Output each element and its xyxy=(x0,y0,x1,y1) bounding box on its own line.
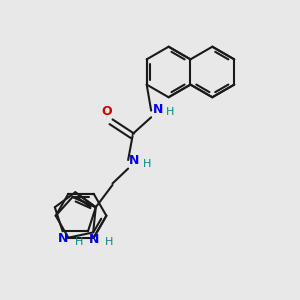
Text: H: H xyxy=(166,107,174,118)
Text: O: O xyxy=(101,105,112,118)
Text: N: N xyxy=(58,232,69,245)
Text: N: N xyxy=(153,103,163,116)
Text: H: H xyxy=(105,237,113,247)
Text: N: N xyxy=(129,154,140,167)
Text: H: H xyxy=(142,159,151,169)
Text: N: N xyxy=(89,233,99,246)
Text: H: H xyxy=(74,236,83,247)
